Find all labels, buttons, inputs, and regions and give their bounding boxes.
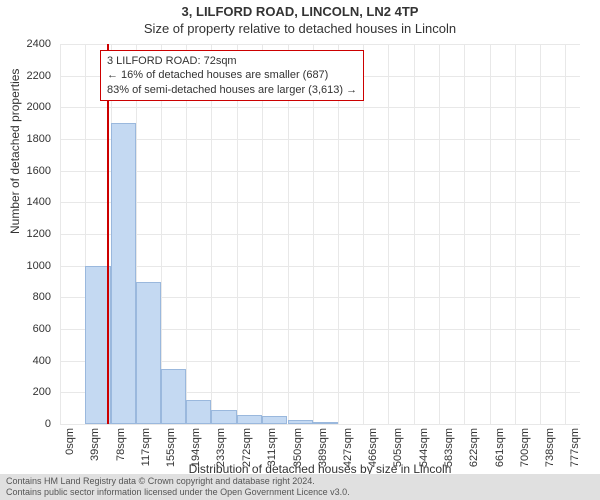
annotation-box: 3 LILFORD ROAD: 72sqm← 16% of detached h… — [100, 50, 364, 101]
gridline-v — [464, 44, 465, 424]
y-tick-label: 800 — [1, 291, 51, 303]
footer-attribution: Contains HM Land Registry data © Crown c… — [0, 474, 600, 500]
gridline-v — [439, 44, 440, 424]
y-tick-label: 1800 — [1, 133, 51, 145]
x-tick-label: 78sqm — [115, 428, 127, 461]
x-tick-label: 39sqm — [89, 428, 101, 461]
gridline-v — [565, 44, 566, 424]
gridline-h — [60, 202, 580, 203]
histogram-bar — [262, 416, 287, 424]
gridline-v — [262, 44, 263, 424]
gridline-v — [313, 44, 314, 424]
gridline-v — [60, 44, 61, 424]
histogram-bar — [237, 415, 262, 425]
y-axis-labels: 0200400600800100012001400160018002000220… — [0, 44, 55, 424]
gridline-v — [388, 44, 389, 424]
gridline-v — [237, 44, 238, 424]
histogram-bar — [111, 123, 136, 424]
page-subtitle: Size of property relative to detached ho… — [0, 19, 600, 40]
x-tick-label: 0sqm — [64, 428, 76, 455]
gridline-v — [338, 44, 339, 424]
y-tick-label: 1200 — [1, 228, 51, 240]
gridline-v — [211, 44, 212, 424]
y-tick-label: 400 — [1, 355, 51, 367]
histogram-bar — [313, 422, 338, 424]
y-tick-label: 1000 — [1, 260, 51, 272]
x-tick-label: 117sqm — [140, 428, 152, 466]
gridline-h — [60, 171, 580, 172]
annotation-line: ← 16% of detached houses are smaller (68… — [107, 68, 357, 82]
gridline-v — [490, 44, 491, 424]
footer-line2: Contains public sector information licen… — [6, 487, 594, 498]
histogram-bar — [288, 420, 313, 424]
chart-plot-area: 3 LILFORD ROAD: 72sqm← 16% of detached h… — [60, 44, 580, 424]
histogram-bar — [186, 400, 211, 424]
gridline-v — [288, 44, 289, 424]
gridline-v — [414, 44, 415, 424]
gridline-h — [60, 234, 580, 235]
gridline-v — [161, 44, 162, 424]
histogram-bar — [136, 282, 161, 425]
y-tick-label: 1400 — [1, 196, 51, 208]
histogram-bar — [161, 369, 186, 424]
gridline-v — [515, 44, 516, 424]
gridline-h — [60, 107, 580, 108]
gridline-h — [60, 266, 580, 267]
gridline-v — [363, 44, 364, 424]
annotation-line: 3 LILFORD ROAD: 72sqm — [107, 54, 357, 68]
gridline-v — [186, 44, 187, 424]
y-tick-label: 2200 — [1, 70, 51, 82]
gridline-h — [60, 139, 580, 140]
y-tick-label: 2400 — [1, 38, 51, 50]
y-tick-label: 0 — [1, 418, 51, 430]
annotation-line: 83% of semi-detached houses are larger (… — [107, 83, 357, 97]
footer-line1: Contains HM Land Registry data © Crown c… — [6, 476, 594, 487]
gridline-h — [60, 44, 580, 45]
histogram-bar — [211, 410, 236, 424]
page-title-address: 3, LILFORD ROAD, LINCOLN, LN2 4TP — [0, 0, 600, 19]
property-marker-line — [107, 44, 109, 424]
plot-region: 3 LILFORD ROAD: 72sqm← 16% of detached h… — [60, 44, 580, 424]
y-tick-label: 200 — [1, 386, 51, 398]
gridline-v — [540, 44, 541, 424]
x-tick-label: 311sqm — [266, 428, 278, 466]
gridline-h — [60, 424, 580, 425]
y-tick-label: 1600 — [1, 165, 51, 177]
y-tick-label: 2000 — [1, 101, 51, 113]
y-tick-label: 600 — [1, 323, 51, 335]
